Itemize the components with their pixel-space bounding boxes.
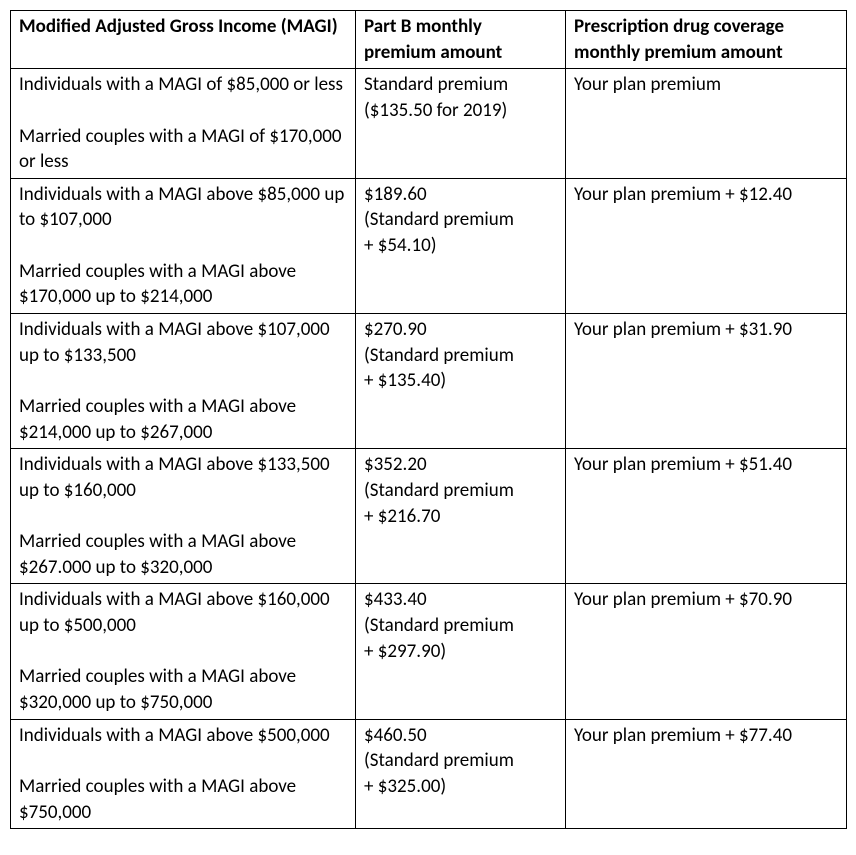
magi-individual-text: Individuals with a MAGI of $85,000 or le… [19, 72, 347, 98]
drug-text: Your plan premium + $12.40 [574, 182, 838, 208]
cell-drug: Your plan premium [566, 69, 847, 179]
magi-married-text: Married couples with a MAGI above $267.0… [19, 529, 347, 580]
table-row: Individuals with a MAGI above $133,500 u… [11, 449, 847, 584]
part-b-line: (Standard premium [364, 343, 557, 369]
cell-magi: Individuals with a MAGI above $133,500 u… [11, 449, 356, 584]
part-b-line: Standard premium [364, 72, 557, 98]
cell-part-b: Standard premium ($135.50 for 2019) [356, 69, 566, 179]
cell-drug: Your plan premium + $31.90 [566, 314, 847, 449]
col-header-part-b: Part B monthly premium amount [356, 11, 566, 69]
magi-premium-table: Modified Adjusted Gross Income (MAGI) Pa… [10, 10, 847, 829]
table-row: Individuals with a MAGI above $85,000 up… [11, 178, 847, 313]
cell-magi: Individuals with a MAGI of $85,000 or le… [11, 69, 356, 179]
blank-line [19, 233, 347, 259]
magi-married-text: Married couples with a MAGI above $320,0… [19, 664, 347, 715]
cell-part-b: $189.60 (Standard premium + $54.10) [356, 178, 566, 313]
table-row: Individuals with a MAGI of $85,000 or le… [11, 69, 847, 179]
blank-line [19, 748, 347, 774]
table-header-row: Modified Adjusted Gross Income (MAGI) Pa… [11, 11, 847, 69]
cell-part-b: $433.40 (Standard premium + $297.90) [356, 584, 566, 719]
part-b-line: + $297.90) [364, 639, 557, 665]
magi-married-text: Married couples with a MAGI of $170,000 … [19, 124, 347, 175]
magi-individual-text: Individuals with a MAGI above $500,000 [19, 723, 347, 749]
cell-drug: Your plan premium + $51.40 [566, 449, 847, 584]
cell-part-b: $270.90 (Standard premium + $135.40) [356, 314, 566, 449]
blank-line [19, 98, 347, 124]
drug-text: Your plan premium + $70.90 [574, 587, 838, 613]
part-b-line: ($135.50 for 2019) [364, 98, 557, 124]
blank-line [19, 504, 347, 530]
drug-text: Your plan premium + $31.90 [574, 317, 838, 343]
magi-married-text: Married couples with a MAGI above $750,0… [19, 774, 347, 825]
part-b-line: (Standard premium [364, 478, 557, 504]
magi-married-text: Married couples with a MAGI above $214,0… [19, 394, 347, 445]
magi-married-text: Married couples with a MAGI above $170,0… [19, 259, 347, 310]
part-b-line: + $216.70 [364, 504, 557, 530]
col-header-magi: Modified Adjusted Gross Income (MAGI) [11, 11, 356, 69]
magi-individual-text: Individuals with a MAGI above $160,000 u… [19, 587, 347, 638]
part-b-line: + $325.00) [364, 774, 557, 800]
table-row: Individuals with a MAGI above $500,000 M… [11, 719, 847, 829]
cell-drug: Your plan premium + $77.40 [566, 719, 847, 829]
magi-individual-text: Individuals with a MAGI above $85,000 up… [19, 182, 347, 233]
cell-magi: Individuals with a MAGI above $160,000 u… [11, 584, 356, 719]
magi-individual-text: Individuals with a MAGI above $133,500 u… [19, 452, 347, 503]
magi-individual-text: Individuals with a MAGI above $107,000 u… [19, 317, 347, 368]
part-b-line: (Standard premium [364, 207, 557, 233]
drug-text: Your plan premium + $77.40 [574, 723, 838, 749]
cell-part-b: $352.20 (Standard premium + $216.70 [356, 449, 566, 584]
cell-drug: Your plan premium + $12.40 [566, 178, 847, 313]
part-b-line: + $54.10) [364, 233, 557, 259]
part-b-line: $460.50 [364, 723, 557, 749]
drug-text: Your plan premium + $51.40 [574, 452, 838, 478]
cell-drug: Your plan premium + $70.90 [566, 584, 847, 719]
blank-line [19, 639, 347, 665]
part-b-line: (Standard premium [364, 613, 557, 639]
part-b-line: $189.60 [364, 182, 557, 208]
drug-text: Your plan premium [574, 72, 838, 98]
cell-magi: Individuals with a MAGI above $107,000 u… [11, 314, 356, 449]
part-b-line: + $135.40) [364, 368, 557, 394]
blank-line [19, 368, 347, 394]
part-b-line: $270.90 [364, 317, 557, 343]
part-b-line: $433.40 [364, 587, 557, 613]
table-row: Individuals with a MAGI above $160,000 u… [11, 584, 847, 719]
table-row: Individuals with a MAGI above $107,000 u… [11, 314, 847, 449]
cell-magi: Individuals with a MAGI above $85,000 up… [11, 178, 356, 313]
cell-magi: Individuals with a MAGI above $500,000 M… [11, 719, 356, 829]
col-header-drug: Prescription drug coverage monthly premi… [566, 11, 847, 69]
part-b-line: (Standard premium [364, 748, 557, 774]
part-b-line: $352.20 [364, 452, 557, 478]
cell-part-b: $460.50 (Standard premium + $325.00) [356, 719, 566, 829]
